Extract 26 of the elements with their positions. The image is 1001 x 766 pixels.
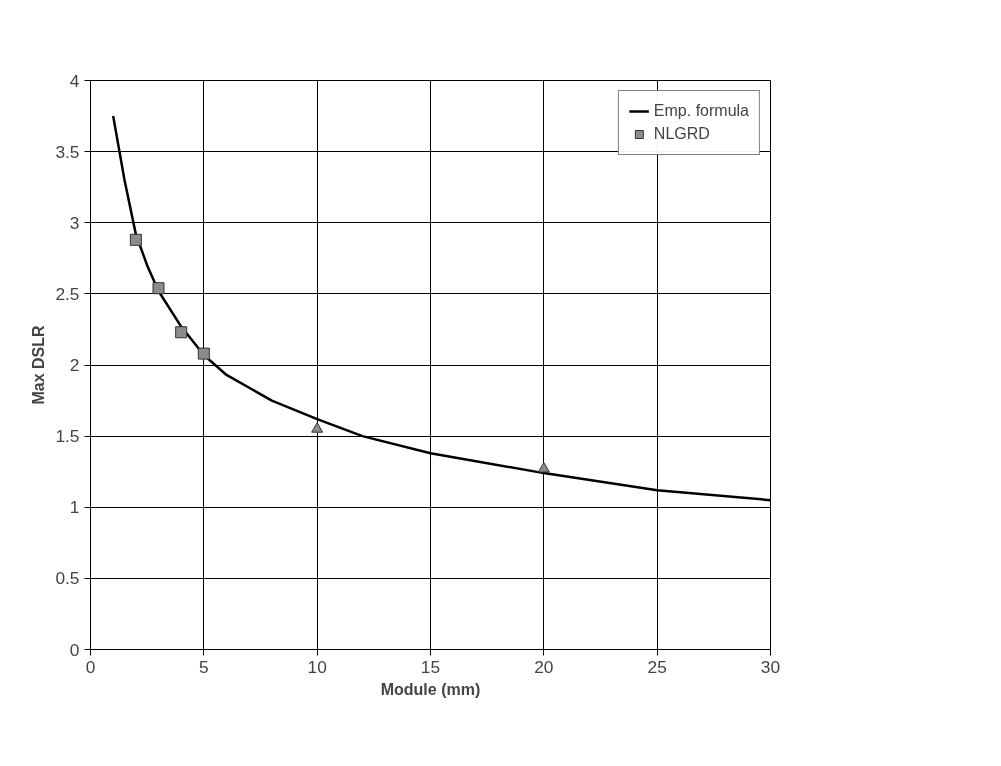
y-tick-label: 3 — [69, 212, 80, 233]
point — [197, 347, 210, 360]
y-tick-label: 1.5 — [55, 426, 80, 447]
x-tick-label: 15 — [420, 656, 441, 677]
point — [537, 461, 550, 473]
x-tick-label: 25 — [647, 656, 667, 677]
y-tick-label: 2.5 — [55, 283, 80, 304]
point — [152, 282, 165, 295]
x-tick-label: 5 — [199, 656, 209, 677]
x-axis-title: Module (mm) — [380, 680, 481, 698]
x-tick-label: 20 — [534, 656, 554, 677]
y-tick-label: 1 — [69, 497, 80, 518]
y-tick-label: 0.5 — [55, 568, 80, 589]
point — [311, 422, 324, 433]
point — [129, 233, 142, 246]
x-tick-label: 10 — [307, 656, 327, 677]
x-tick-label: 30 — [760, 656, 781, 677]
legend-label: NLGRD — [653, 125, 710, 143]
y-tick-label: 0 — [69, 639, 80, 660]
x-tick-label: 0 — [85, 656, 96, 677]
legend-label: Emp. formula — [653, 102, 749, 120]
y-axis-title: Max DSLR — [30, 324, 48, 405]
y-tick-label: 3.5 — [55, 141, 80, 162]
point — [175, 326, 188, 339]
y-tick-label: 4 — [69, 70, 80, 91]
y-tick-label: 2 — [69, 355, 80, 375]
